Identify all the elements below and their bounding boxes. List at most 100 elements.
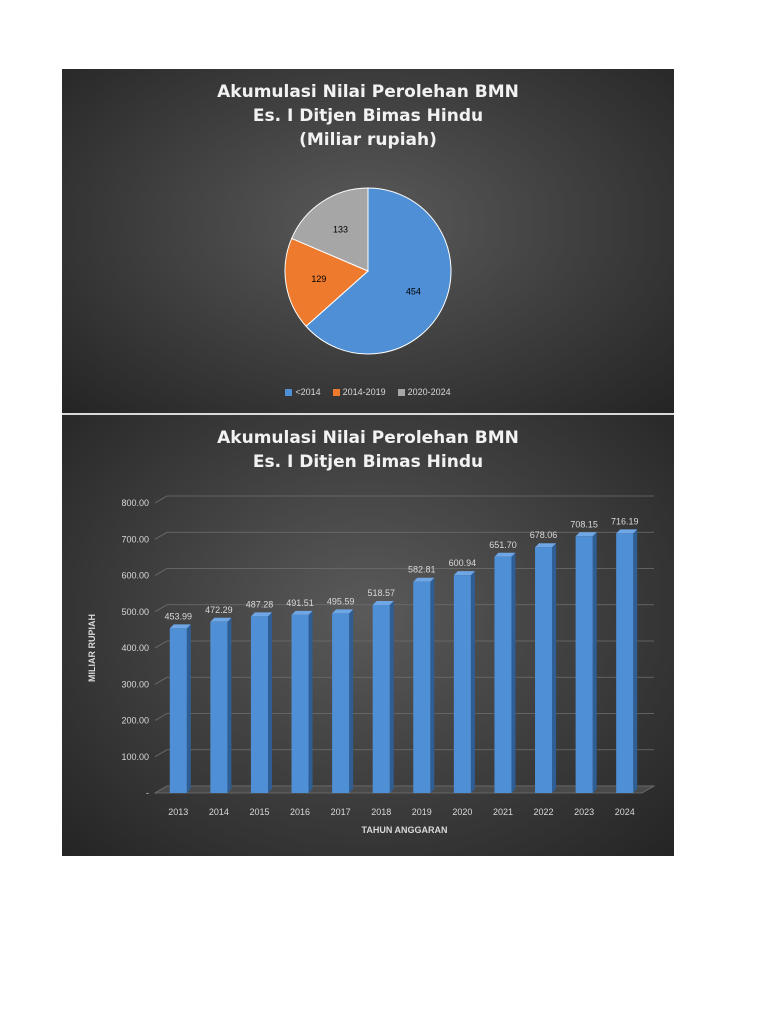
pie-slice-0 <box>305 187 452 355</box>
x-tick-label-11: 2024 <box>615 807 635 817</box>
bar-value-label-9: 678.06 <box>530 530 558 540</box>
y-tick-label-3: 300.00 <box>121 679 149 689</box>
bar-value-label-10: 708.15 <box>570 519 598 529</box>
x-tick-label-10: 2023 <box>574 807 594 817</box>
pie-chart-panel: Akumulasi Nilai Perolehan BMN Es. I Ditj… <box>62 69 674 413</box>
x-tick-label-0: 2013 <box>168 807 188 817</box>
pie-slice-1 <box>284 237 369 327</box>
bar-value-label-1: 472.29 <box>205 605 233 615</box>
legend-swatch-0 <box>285 388 293 396</box>
y-tick-label-8: 800.00 <box>121 498 149 508</box>
bar-side-4 <box>349 609 354 793</box>
pie-slice-label-0: 454 <box>406 286 421 296</box>
bar-0 <box>169 628 187 793</box>
bar-side-9 <box>552 543 557 793</box>
bar-chart-title: Akumulasi Nilai Perolehan BMN Es. I Ditj… <box>62 426 674 474</box>
bar-chart-panel: Akumulasi Nilai Perolehan BMN Es. I Ditj… <box>62 415 674 856</box>
grid-diagonal-7 <box>154 531 168 540</box>
bar-8 <box>494 556 512 793</box>
bar-side-5 <box>389 601 394 793</box>
grid-diagonal-5 <box>154 604 168 613</box>
bar-value-label-2: 487.28 <box>246 599 274 609</box>
bar-7 <box>453 575 471 793</box>
bar-2 <box>250 616 268 793</box>
x-tick-label-4: 2017 <box>331 807 351 817</box>
grid-diagonal-2 <box>154 713 168 721</box>
y-tick-label-0: - <box>146 788 149 798</box>
bar-top-8 <box>494 552 516 557</box>
pie-chart-title: Akumulasi Nilai Perolehan BMN Es. I Ditj… <box>62 80 674 152</box>
x-axis-label: TAHUN ANGGARAN <box>362 825 448 835</box>
y-tick-label-7: 700.00 <box>121 534 149 544</box>
legend-label-2: 2020-2024 <box>407 387 451 397</box>
x-tick-label-6: 2019 <box>412 807 432 817</box>
legend-label-1: 2014-2019 <box>342 387 386 397</box>
x-tick-label-9: 2022 <box>534 807 554 817</box>
pie-slice-label-2: 133 <box>333 224 348 234</box>
legend-swatch-2 <box>397 388 405 396</box>
pie-legend: <2014 2014-2019 2020-2024 <box>62 387 674 397</box>
x-tick-label-2: 2015 <box>249 807 269 817</box>
bar-title-line-2: Es. I Ditjen Bimas Hindu <box>252 452 484 472</box>
bar-top-9 <box>535 543 557 548</box>
bar-side-8 <box>511 552 516 793</box>
pie-slice-2 <box>291 187 369 272</box>
legend-item-2: 2020-2024 <box>397 387 451 397</box>
bar-top-7 <box>453 571 475 576</box>
bar-side-1 <box>227 617 232 793</box>
pie-chart: 454 129 133 <box>284 187 452 355</box>
bar-value-label-8: 651.70 <box>489 540 517 550</box>
grid-diagonal-8 <box>154 495 168 504</box>
y-axis-label: MILIAR RUPIAH <box>87 614 97 682</box>
pie-title-line-3: (Miliar rupiah) <box>299 130 437 150</box>
bar-3 <box>291 614 309 793</box>
grid-diagonal-4 <box>154 640 168 649</box>
bar-chart: - 100.00 200.00 300.00 400.00 500.00 600.00 700… <box>87 495 656 835</box>
pie-slice-label-1: 129 <box>311 274 326 284</box>
y-tick-label-2: 200.00 <box>121 716 149 726</box>
bar-top-10 <box>575 532 597 537</box>
grid-diagonal-1 <box>154 749 168 758</box>
pie-title-line-2: Es. I Ditjen Bimas Hindu <box>252 106 484 126</box>
bar-top-3 <box>291 610 313 615</box>
bar-top-5 <box>372 601 394 606</box>
bar-side-7 <box>470 571 475 793</box>
bar-top-4 <box>332 609 354 614</box>
bar-top-2 <box>250 612 272 617</box>
x-tick-label-5: 2018 <box>371 807 391 817</box>
pie-title-line-1: Akumulasi Nilai Perolehan BMN <box>217 82 519 102</box>
bar-side-11 <box>633 529 638 793</box>
bar-value-label-7: 600.94 <box>449 558 477 568</box>
grid-diagonal-3 <box>154 676 168 685</box>
bar-11 <box>616 533 634 793</box>
bar-6 <box>413 581 431 793</box>
x-tick-label-7: 2020 <box>452 807 472 817</box>
legend-label-0: <2014 <box>295 387 321 397</box>
y-tick-label-5: 500.00 <box>121 607 149 617</box>
bar-value-label-3: 491.51 <box>286 598 314 608</box>
x-tick-label-1: 2014 <box>209 807 229 817</box>
x-tick-label-3: 2016 <box>290 807 310 817</box>
bar-10 <box>575 536 593 793</box>
bar-top-6 <box>413 577 435 582</box>
bar-9 <box>535 547 553 793</box>
y-tick-label-6: 600.00 <box>121 571 149 581</box>
bar-top-1 <box>210 617 232 622</box>
y-tick-label-4: 400.00 <box>121 643 149 653</box>
y-tick-label-1: 100.00 <box>121 752 149 762</box>
bar-value-label-11: 716.19 <box>611 516 639 526</box>
bar-top-11 <box>616 529 638 534</box>
bar-side-0 <box>186 624 191 793</box>
bar-side-3 <box>308 610 313 793</box>
bar-5 <box>372 605 390 793</box>
legend-item-1: 2014-2019 <box>332 387 386 397</box>
bar-1 <box>210 621 228 793</box>
bar-value-label-0: 453.99 <box>165 611 193 621</box>
panel-divider <box>62 413 674 415</box>
bar-title-line-1: Akumulasi Nilai Perolehan BMN <box>217 428 519 448</box>
bar-value-label-5: 518.57 <box>367 588 395 598</box>
bar-side-2 <box>267 612 272 793</box>
legend-swatch-1 <box>332 388 340 396</box>
bar-side-10 <box>592 532 597 793</box>
chart-floor <box>153 785 656 794</box>
